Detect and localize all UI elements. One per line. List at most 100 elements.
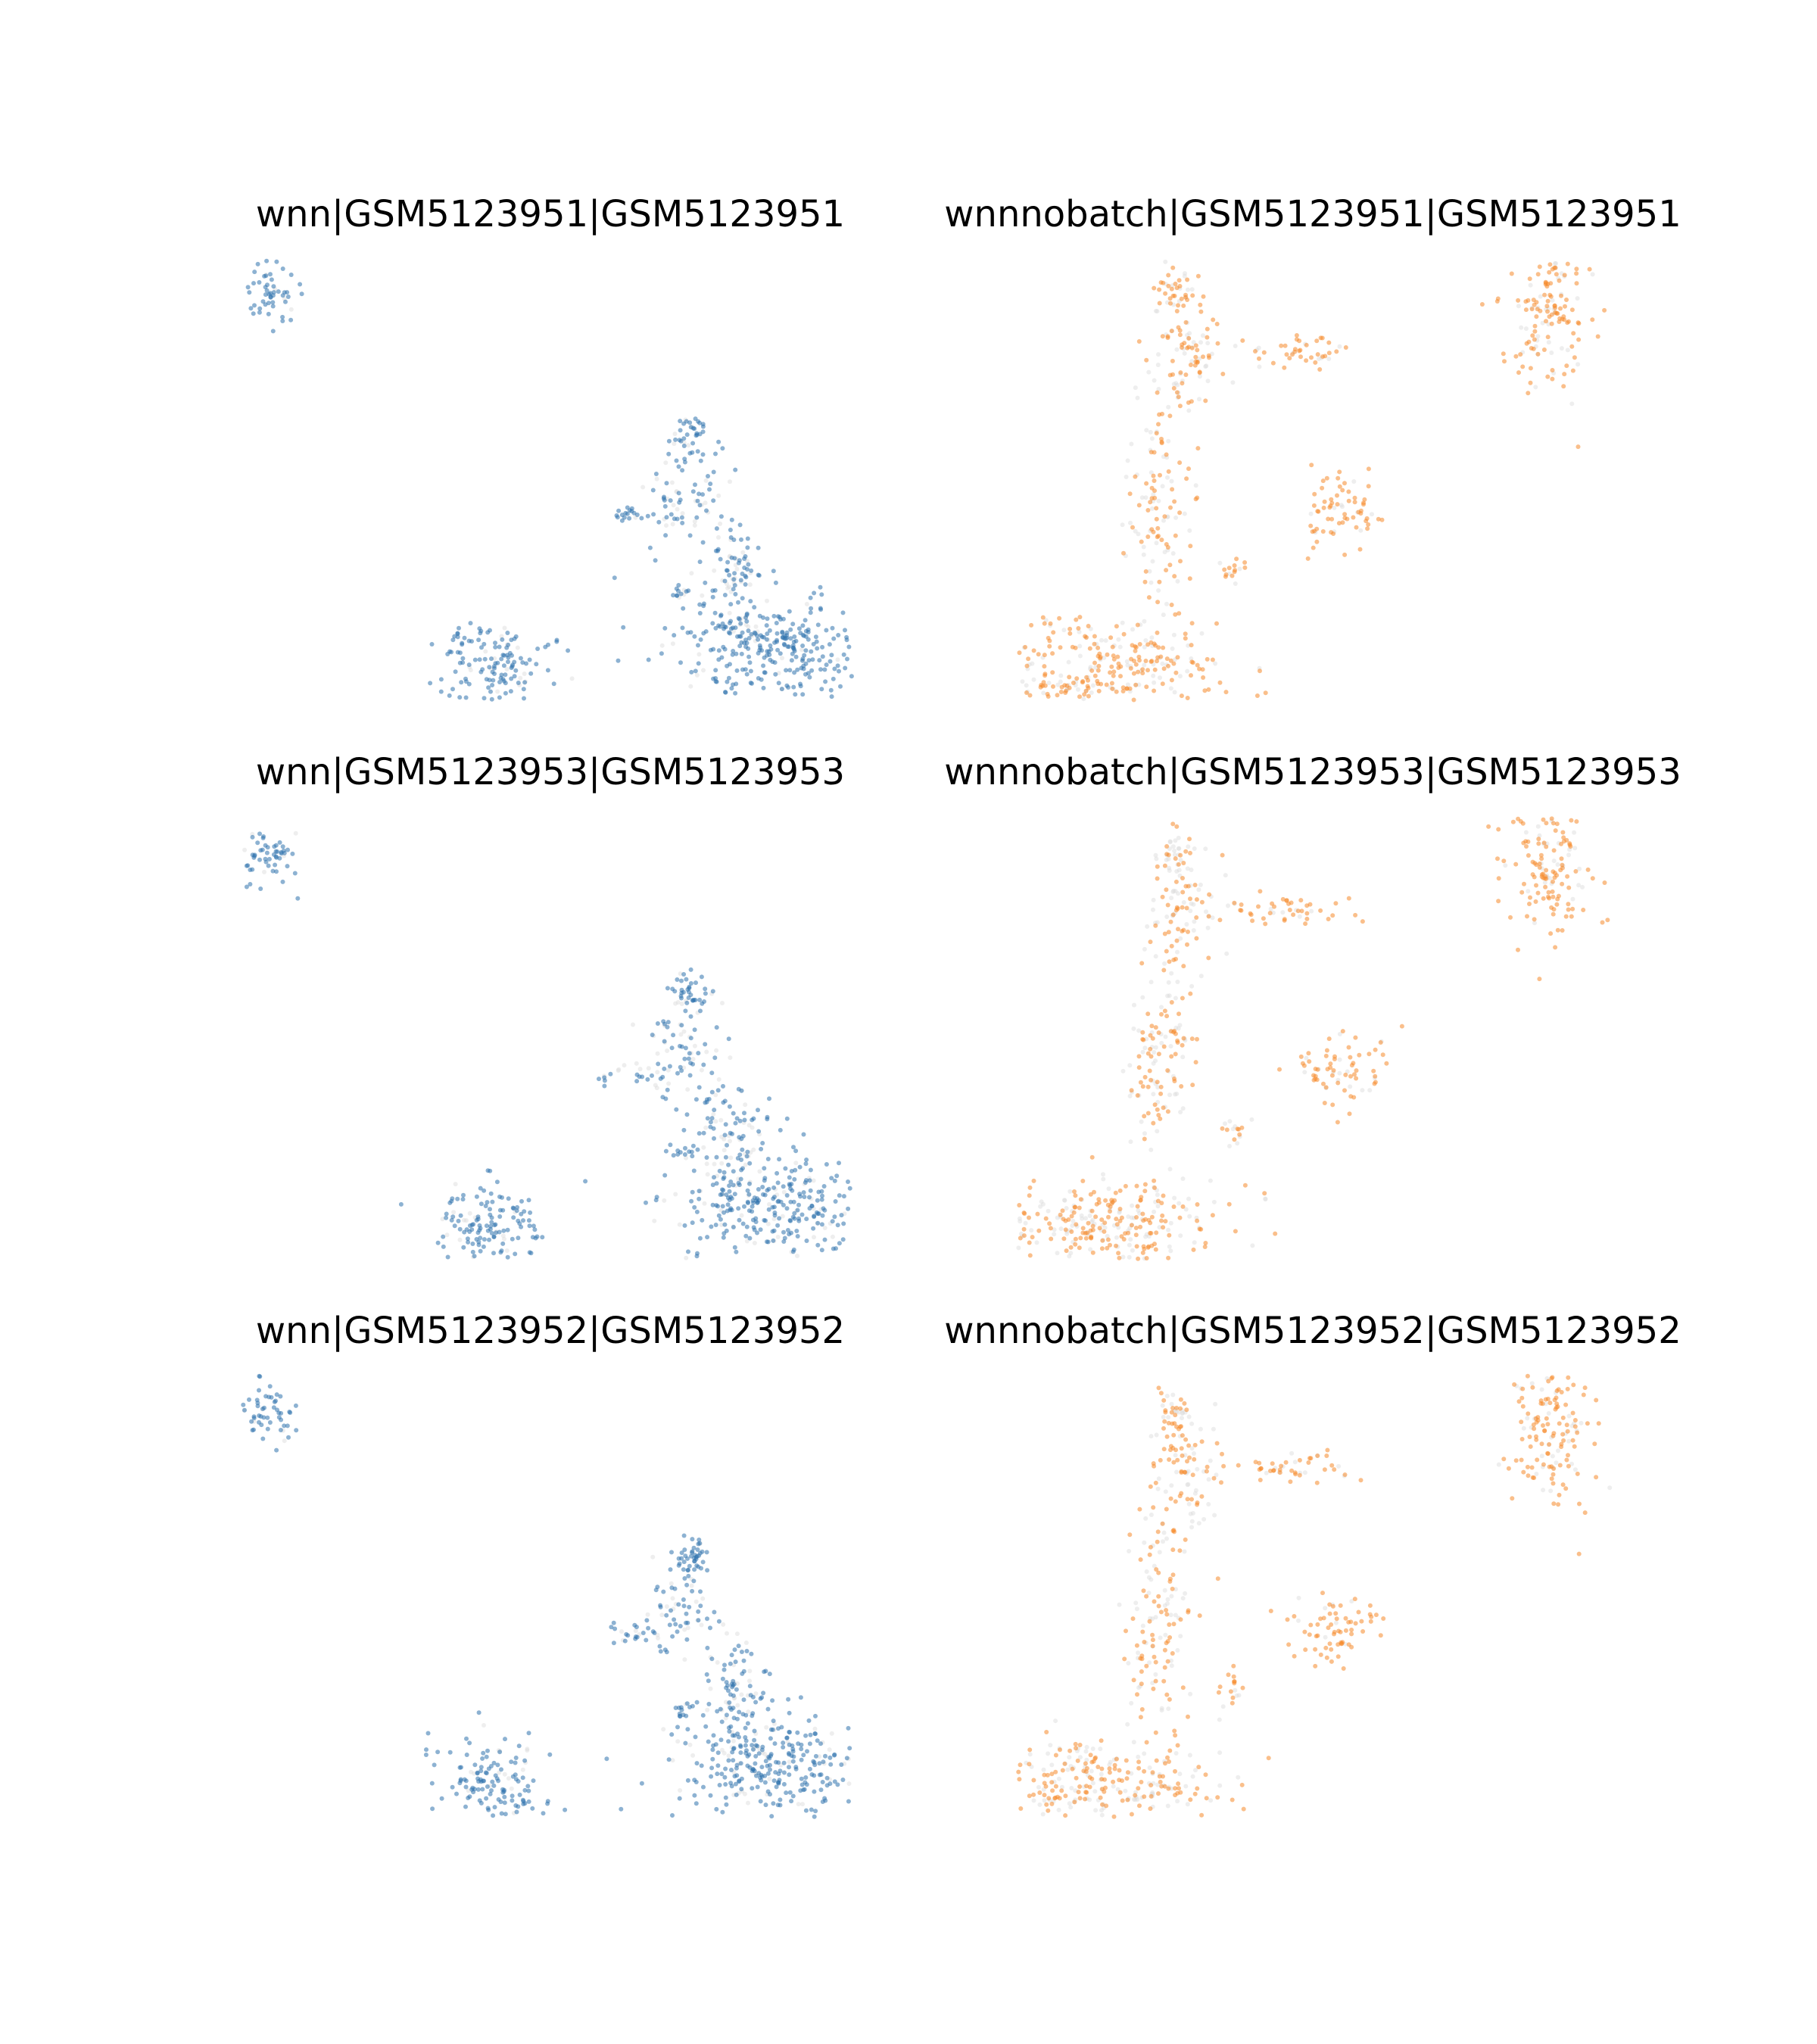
scatter-point bbox=[1142, 946, 1147, 952]
scatter-point bbox=[1357, 1052, 1362, 1058]
scatter-point bbox=[1143, 1516, 1148, 1521]
scatter-point bbox=[1311, 545, 1316, 550]
scatter-point bbox=[1099, 1812, 1105, 1818]
scatter-point bbox=[678, 1032, 684, 1037]
scatter-point bbox=[725, 1202, 731, 1207]
scatter-point bbox=[664, 523, 669, 528]
scatter-point bbox=[679, 1002, 684, 1006]
scatter-point bbox=[1353, 912, 1358, 918]
scatter-point bbox=[1172, 293, 1177, 298]
scatter-point bbox=[1175, 1648, 1180, 1653]
scatter-point bbox=[1308, 511, 1314, 516]
scatter-point bbox=[1557, 1421, 1562, 1426]
scatter-point bbox=[720, 1676, 725, 1681]
scatter-point bbox=[1232, 900, 1237, 905]
scatter-point bbox=[1548, 931, 1554, 936]
scatter-point bbox=[1120, 1254, 1126, 1260]
scatter-point bbox=[266, 311, 271, 316]
scatter-point bbox=[706, 1702, 712, 1706]
scatter-point bbox=[1114, 1756, 1119, 1762]
scatter-point bbox=[1173, 838, 1178, 843]
scatter-point bbox=[1053, 1718, 1058, 1724]
scatter-point bbox=[484, 1796, 489, 1801]
scatter-point bbox=[844, 634, 849, 640]
scatter-point bbox=[490, 683, 495, 687]
scatter-point bbox=[492, 665, 497, 671]
scatter-point bbox=[1117, 1778, 1122, 1783]
scatter-point bbox=[1338, 1603, 1343, 1608]
scatter-point bbox=[687, 1742, 693, 1747]
scatter-point bbox=[690, 1189, 695, 1195]
scatter-point bbox=[695, 1547, 700, 1552]
scatter-point bbox=[713, 668, 718, 673]
scatter-point bbox=[1152, 1102, 1158, 1108]
scatter-point bbox=[1521, 1426, 1526, 1431]
scatter-point bbox=[726, 1753, 731, 1759]
scatter-point bbox=[1547, 876, 1552, 880]
scatter-point bbox=[818, 1772, 824, 1778]
scatter-point bbox=[1559, 293, 1563, 298]
scatter-point bbox=[759, 1765, 765, 1770]
scatter-point bbox=[1175, 1790, 1180, 1796]
scatter-point bbox=[819, 592, 824, 597]
scatter-point bbox=[1552, 1397, 1557, 1403]
scatter-point bbox=[1147, 1552, 1152, 1557]
scatter-point bbox=[1047, 643, 1052, 649]
scatter-point bbox=[1130, 1616, 1136, 1622]
scatter-point bbox=[728, 1661, 733, 1666]
scatter-point bbox=[1181, 861, 1186, 865]
scatter-point bbox=[1168, 1444, 1173, 1449]
scatter-point bbox=[1188, 1797, 1193, 1803]
scatter-point bbox=[706, 1678, 711, 1684]
scatter-point bbox=[280, 266, 285, 271]
scatter-point bbox=[1354, 1068, 1359, 1073]
scatter-point bbox=[670, 641, 675, 647]
scatter-point bbox=[1352, 1597, 1357, 1602]
scatter-point bbox=[700, 424, 706, 429]
scatter-point bbox=[1529, 1465, 1535, 1470]
scatter-point bbox=[454, 1791, 459, 1796]
scatter-point bbox=[1124, 1758, 1129, 1763]
scatter-point bbox=[718, 612, 724, 618]
scatter-point bbox=[1545, 1422, 1551, 1427]
scatter-point bbox=[674, 458, 679, 463]
scatter-point bbox=[1138, 1198, 1143, 1203]
scatter-point bbox=[1185, 942, 1189, 947]
scatter-point bbox=[1292, 349, 1298, 354]
scatter-point bbox=[1258, 668, 1262, 674]
scatter-point bbox=[1577, 1501, 1582, 1507]
scatter-point bbox=[820, 1799, 825, 1804]
scatter-point bbox=[738, 1761, 743, 1766]
scatter-point bbox=[1159, 1706, 1164, 1711]
scatter-point bbox=[835, 1223, 840, 1228]
scatter-point bbox=[787, 1772, 792, 1778]
scatter-point bbox=[753, 1216, 759, 1221]
scatter-point bbox=[440, 1217, 445, 1222]
scatter-point bbox=[267, 1420, 273, 1425]
scatter-point bbox=[765, 1188, 770, 1193]
scatter-point bbox=[1135, 622, 1140, 628]
scatter-point bbox=[1147, 1619, 1152, 1624]
scatter-point bbox=[1170, 1586, 1175, 1591]
scatter-point bbox=[1513, 862, 1519, 867]
scatter-point bbox=[1161, 1447, 1167, 1452]
scatter-point bbox=[1129, 1215, 1134, 1220]
scatter-point bbox=[452, 1223, 457, 1229]
scatter-point bbox=[1189, 983, 1195, 989]
scatter-point bbox=[1327, 1611, 1332, 1616]
scatter-point bbox=[1180, 381, 1185, 386]
scatter-point bbox=[1088, 1192, 1093, 1197]
scatter-point bbox=[1148, 1147, 1154, 1152]
scatter-point bbox=[659, 643, 665, 648]
scatter-point bbox=[1164, 887, 1169, 893]
scatter-point bbox=[285, 294, 291, 299]
scatter-point bbox=[1186, 1609, 1191, 1615]
scatter-point bbox=[1089, 1234, 1094, 1239]
scatter-point bbox=[1280, 896, 1286, 902]
scatter-point bbox=[1137, 658, 1142, 663]
scatter-point bbox=[750, 1786, 755, 1791]
scatter-point bbox=[656, 519, 662, 525]
scatter-point bbox=[692, 634, 697, 639]
scatter-point bbox=[1214, 322, 1220, 326]
scatter-point bbox=[262, 1405, 266, 1410]
